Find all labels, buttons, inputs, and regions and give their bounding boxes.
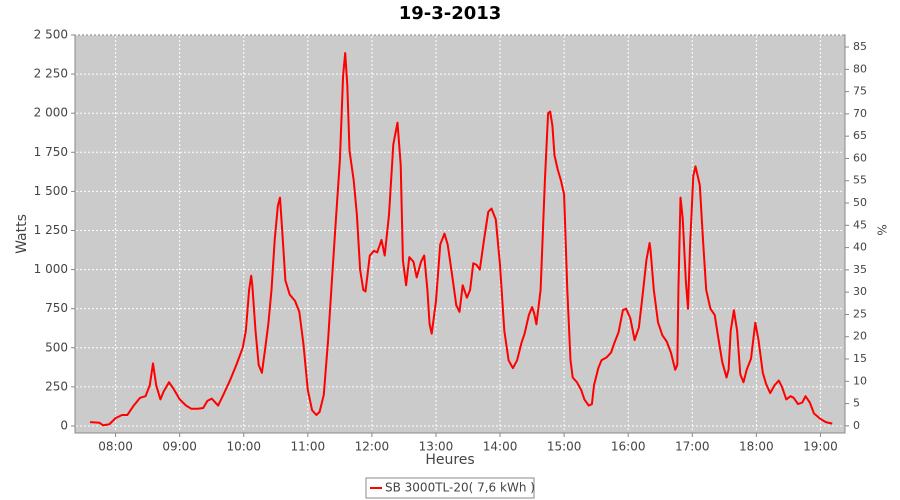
- y-axis-label: Watts: [14, 214, 30, 254]
- y-tick-label: 1 000: [34, 262, 68, 276]
- x-tick-label: 13:00: [419, 440, 454, 454]
- x-tick-label: 09:00: [162, 440, 197, 454]
- y2-tick-label: 70: [853, 107, 867, 120]
- x-tick-label: 12:00: [355, 440, 390, 454]
- y-tick-label: 1 750: [34, 145, 68, 159]
- y2-tick-label: 40: [853, 241, 867, 254]
- y2-tick-label: 75: [853, 85, 867, 98]
- y-tick-label: 2 250: [34, 67, 68, 81]
- x-axis-label: Heures: [425, 452, 474, 468]
- y2-tick-label: 5: [853, 397, 860, 410]
- y2-tick-label: 20: [853, 330, 867, 343]
- line-series: [89, 52, 833, 427]
- y-tick-label: 0: [60, 418, 68, 432]
- y2-tick-label: 80: [853, 62, 867, 75]
- x-tick-label: 10:00: [226, 440, 261, 454]
- y2-tick-label: 60: [853, 151, 867, 164]
- y2-tick-label: 0: [853, 419, 860, 432]
- y2-tick-label: 65: [853, 129, 867, 142]
- x-tick-label: 18:00: [739, 440, 774, 454]
- y2-tick-label: 45: [853, 218, 867, 231]
- y2-tick-label: 55: [853, 174, 867, 187]
- y-tick-label: 750: [45, 301, 68, 315]
- y-tick-label: 1 250: [34, 223, 68, 237]
- y2-tick-label: 35: [853, 263, 867, 276]
- legend-label: SB 3000TL-20( 7,6 kWh ): [385, 481, 535, 495]
- x-tick-label: 17:00: [675, 440, 710, 454]
- y-tick-label: 250: [45, 379, 68, 393]
- y2-tick-label: 15: [853, 352, 867, 365]
- x-tick-label: 16:00: [611, 440, 646, 454]
- x-tick-label: 14:00: [483, 440, 518, 454]
- plot-area: [74, 34, 846, 434]
- y-tick-label: 500: [45, 340, 68, 354]
- y-tick-label: 1 500: [34, 184, 68, 198]
- y2-tick-label: 30: [853, 285, 867, 298]
- y2-tick-label: 50: [853, 196, 867, 209]
- y2-axis-label: %: [875, 224, 889, 235]
- y2-tick-label: 10: [853, 374, 867, 387]
- x-tick-label: 19:00: [803, 440, 838, 454]
- y-tick-label: 2 500: [34, 28, 68, 42]
- y2-tick-label: 25: [853, 307, 867, 320]
- y2-tick-label: 85: [853, 40, 867, 53]
- legend-box: [365, 477, 535, 499]
- x-tick-label: 15:00: [547, 440, 582, 454]
- chart-title: 19-3-2013: [399, 3, 502, 24]
- x-tick-label: 08:00: [98, 440, 133, 454]
- y-tick-label: 2 000: [34, 106, 68, 120]
- x-tick-label: 11:00: [291, 440, 326, 454]
